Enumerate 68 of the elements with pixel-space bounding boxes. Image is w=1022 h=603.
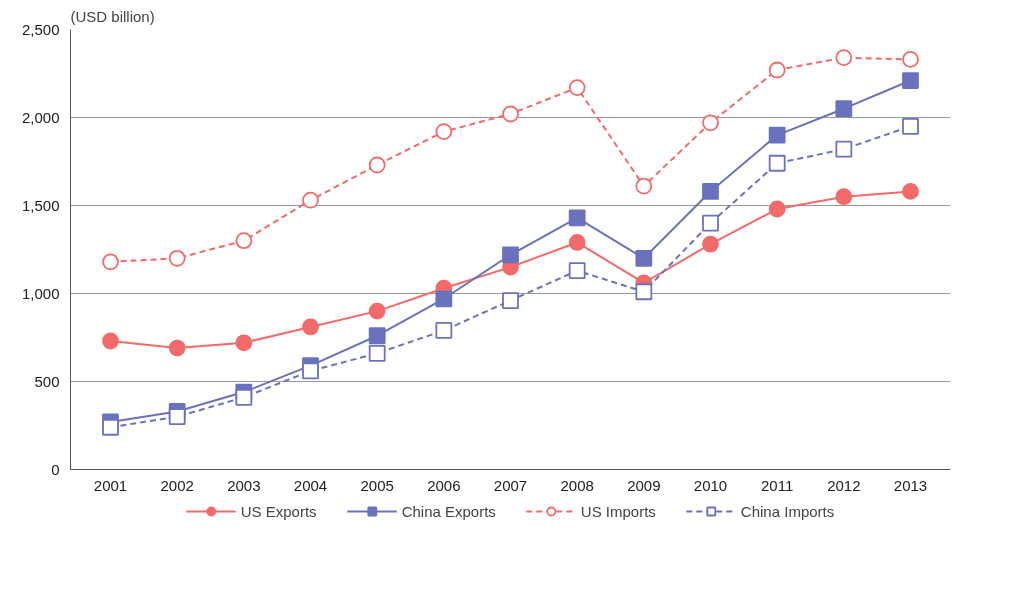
- point: [102, 332, 119, 350]
- point: [768, 154, 786, 172]
- point: [235, 388, 253, 406]
- point: [635, 177, 653, 195]
- x-tick-label: 2008: [560, 476, 594, 494]
- y-tick-label: 2,000: [21, 108, 60, 126]
- point: [435, 322, 453, 339]
- legend-label: China Imports: [740, 501, 835, 521]
- point: [435, 123, 453, 140]
- point: [768, 126, 786, 144]
- point: [902, 51, 919, 68]
- point: [102, 253, 119, 271]
- x-tick-label: 2002: [160, 476, 194, 494]
- point: [302, 318, 319, 336]
- x-tick-label: 2006: [427, 476, 461, 494]
- point: [835, 49, 853, 67]
- legend-label: China Exports: [401, 501, 496, 521]
- point: [435, 290, 453, 308]
- point: [902, 183, 919, 200]
- point: [568, 209, 586, 227]
- y-tick-label: 1,000: [21, 284, 60, 302]
- point: [768, 61, 786, 79]
- x-tick-label: 2007: [493, 476, 528, 494]
- point: [568, 262, 586, 280]
- point: [168, 249, 186, 267]
- point: [702, 214, 719, 232]
- y-tick-label: 500: [34, 372, 60, 390]
- x-tick-label: 2011: [761, 476, 794, 494]
- legend-label: US Imports: [580, 501, 656, 521]
- point: [235, 232, 253, 250]
- y-tick-label: 2,500: [21, 20, 60, 38]
- point: [702, 114, 719, 132]
- point: [368, 156, 386, 174]
- x-tick-label: 2012: [827, 476, 861, 494]
- point: [568, 234, 586, 251]
- x-tick-label: 2010: [693, 476, 728, 494]
- x-tick-label: 2005: [360, 476, 394, 494]
- point: [635, 249, 653, 267]
- point: [835, 100, 853, 118]
- point: [568, 79, 586, 96]
- point: [302, 362, 319, 380]
- x-tick-label: 2003: [227, 476, 261, 494]
- point: [168, 339, 186, 357]
- x-tick-label: 2001: [93, 476, 128, 494]
- point: [302, 191, 319, 209]
- point: [502, 246, 519, 264]
- point: [902, 72, 919, 89]
- point: [368, 344, 386, 362]
- y-tick-label: 0: [51, 460, 60, 478]
- legend-label: US Exports: [240, 501, 317, 521]
- point: [835, 188, 853, 206]
- x-tick-label: 2004: [293, 476, 328, 494]
- point: [235, 334, 253, 352]
- point: [835, 140, 853, 158]
- point: [102, 418, 119, 436]
- y-axis-title: (USD billion): [70, 7, 155, 25]
- x-tick-label: 2009: [627, 476, 661, 494]
- point: [368, 302, 386, 320]
- point: [702, 235, 719, 253]
- point: [368, 327, 386, 345]
- x-tick-label: 2013: [893, 476, 928, 494]
- point: [635, 283, 653, 301]
- y-tick-label: 1,500: [21, 196, 60, 214]
- point: [502, 105, 519, 123]
- point: [768, 200, 786, 218]
- point: [502, 292, 519, 309]
- point: [168, 408, 186, 426]
- point: [702, 183, 719, 200]
